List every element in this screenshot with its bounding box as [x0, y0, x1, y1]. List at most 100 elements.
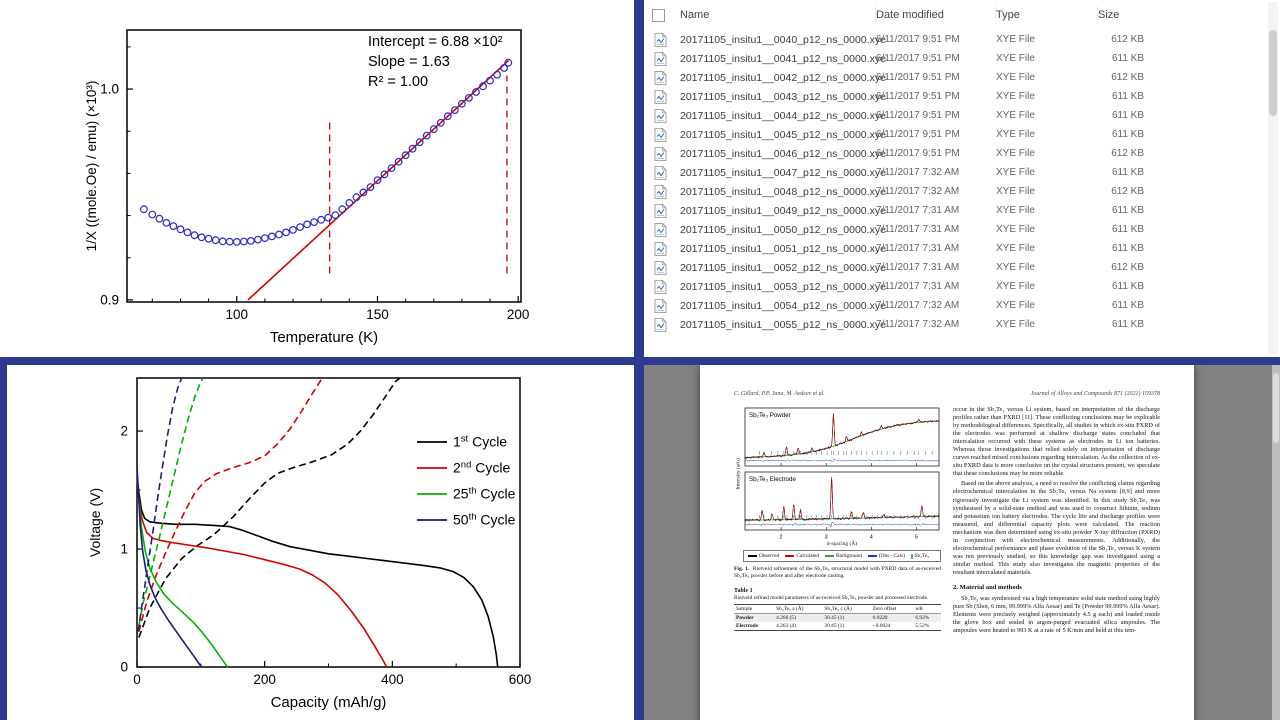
bragg-tick-swatch	[911, 553, 913, 559]
file-row[interactable]: 20171105_insitu1__0042_p12_ns_0000.xye 6…	[644, 68, 1280, 87]
paper-paragraph: occur in the Sb₂Te₃ versus Li system, ba…	[953, 406, 1160, 478]
tl-data-points	[139, 58, 513, 246]
paper-paragraph: Sb₂Te₃ was synthesised via a high temper…	[953, 594, 1160, 635]
file-date-modified: 6/11/2017 9:51 PM	[876, 53, 960, 64]
file-type: XYE File	[996, 148, 1035, 159]
figure-x-axis-label: d-spacing (Å)	[826, 541, 858, 547]
xye-file-icon	[652, 70, 680, 85]
file-name: 20171105_insitu1__0042_p12_ns_0000.xye	[680, 71, 886, 84]
file-row[interactable]: 20171105_insitu1__0050_p12_ns_0000.xye 7…	[644, 220, 1280, 239]
pdf-scrollbar[interactable]	[1272, 365, 1280, 720]
file-type: XYE File	[996, 110, 1035, 121]
column-header-date-modified[interactable]: Date modified	[876, 6, 996, 24]
paper-right-column: occur in the Sb₂Te₃ versus Li system, ba…	[953, 406, 1160, 637]
xye-file-icon	[652, 222, 680, 237]
figure-1: Intensity (arb) Sb₂Te₃ Powder Sb₂Te₃ Ele…	[734, 406, 941, 541]
bl-axes: 0 200 400 600 0 1 2	[120, 377, 531, 687]
file-row[interactable]: 20171105_insitu1__0044_p12_ns_0000.xye 6…	[644, 106, 1280, 125]
file-name: 20171105_insitu1__0050_p12_ns_0000.xye	[680, 223, 886, 236]
file-row[interactable]: 20171105_insitu1__0045_p12_ns_0000.xye 6…	[644, 125, 1280, 144]
file-size: 612 KB	[1111, 34, 1144, 45]
xrd-electrode-panel: Sb₂Te₃ Electrode 2 3 4 5	[744, 471, 940, 541]
pdf-viewer-pane: C. Gillard, P.P. Jana, M. Avdeev et al. …	[644, 365, 1280, 720]
file-date-modified: 6/11/2017 9:51 PM	[876, 148, 960, 159]
file-row[interactable]: 20171105_insitu1__0043_p12_ns_0000.xye 6…	[644, 87, 1280, 106]
pdf-scrollbar-thumb[interactable]	[1273, 373, 1279, 443]
file-row[interactable]: 20171105_insitu1__0041_p12_ns_0000.xye 6…	[644, 49, 1280, 68]
svg-text:200: 200	[507, 307, 530, 322]
file-size: 611 KB	[1111, 91, 1144, 102]
xye-file-icon	[652, 165, 680, 180]
file-list-scrollbar-thumb[interactable]	[1269, 30, 1277, 116]
file-size: 611 KB	[1111, 129, 1144, 140]
svg-text:Sb₂Te₃ Electrode: Sb₂Te₃ Electrode	[749, 476, 796, 483]
svg-text:100: 100	[225, 307, 248, 322]
file-size: 612 KB	[1111, 72, 1144, 83]
file-row[interactable]: 20171105_insitu1__0046_p12_ns_0000.xye 6…	[644, 144, 1280, 163]
xye-file-icon	[652, 127, 680, 142]
xye-file-icon	[652, 32, 680, 47]
file-name: 20171105_insitu1__0046_p12_ns_0000.xye	[680, 147, 886, 160]
file-size: 611 KB	[1111, 205, 1144, 216]
file-row[interactable]: 20171105_insitu1__0048_p12_ns_0000.xye 7…	[644, 182, 1280, 201]
paper-page: C. Gillard, P.P. Jana, M. Avdeev et al. …	[700, 365, 1194, 720]
xye-file-icon	[652, 317, 680, 332]
xye-file-icon	[652, 108, 680, 123]
file-size: 612 KB	[1111, 186, 1144, 197]
table-1-cell: 6.92%	[915, 615, 930, 622]
voltage-capacity-chart: 0 200 400 600 0 1 2 1st Cycle 2nd Cycle 25th Cycl…	[87, 377, 531, 711]
column-header-name[interactable]: Name	[680, 6, 876, 24]
voltage-capacity-chart-window: 0 200 400 600 0 1 2 1st Cycle 2nd Cycle 25th Cycl…	[7, 365, 634, 720]
file-name: 20171105_insitu1__0053_p12_ns_0000.xye	[680, 280, 886, 293]
figure-legend-item: (Obs - Calc)	[867, 553, 905, 559]
svg-text:3: 3	[825, 535, 828, 541]
file-type: XYE File	[996, 300, 1035, 311]
svg-text:200: 200	[253, 672, 276, 687]
file-row[interactable]: 20171105_insitu1__0051_p12_ns_0000.xye 7…	[644, 239, 1280, 258]
svg-text:25th Cycle: 25th Cycle	[453, 486, 516, 502]
file-row[interactable]: 20171105_insitu1__0052_p12_ns_0000.xye 7…	[644, 258, 1280, 277]
line-swatch	[748, 555, 757, 557]
file-name: 20171105_insitu1__0040_p12_ns_0000.xye	[680, 33, 886, 46]
paper-authors: C. Gillard, P.P. Jana, M. Avdeev et al.	[734, 391, 825, 397]
file-row[interactable]: 20171105_insitu1__0047_p12_ns_0000.xye 7…	[644, 163, 1280, 182]
figure-legend: Observed Calculated Background (Obs - Calc)…	[743, 550, 941, 562]
table-1-cell: Powder	[736, 615, 754, 622]
paper-journal-ref: Journal of Alloys and Compounds 871 (202…	[1030, 391, 1160, 397]
tl-annotations: Intercept = 6.88 ×10² Slope = 1.63 R² = 1.…	[368, 34, 503, 90]
file-date-modified: 7/11/2017 7:31 AM	[876, 281, 960, 292]
svg-text:Voltage (V): Voltage (V)	[87, 488, 103, 557]
line-swatch	[785, 555, 795, 557]
file-date-modified: 6/11/2017 9:51 PM	[876, 34, 960, 45]
file-row[interactable]: 20171105_insitu1__0053_p12_ns_0000.xye 7…	[644, 277, 1280, 296]
xye-file-icon	[652, 241, 680, 256]
file-list-scrollbar[interactable]	[1268, 2, 1278, 354]
file-row[interactable]: 20171105_insitu1__0055_p12_ns_0000.xye 7…	[644, 315, 1280, 334]
table-1-column-header: Sample	[734, 604, 775, 615]
line-swatch	[867, 555, 877, 557]
file-name: 20171105_insitu1__0045_p12_ns_0000.xye	[680, 128, 886, 141]
file-row[interactable]: 20171105_insitu1__0054_p12_ns_0000.xye 7…	[644, 296, 1280, 315]
paper-left-column: Intensity (arb) Sb₂Te₃ Powder Sb₂Te₃ Ele…	[734, 406, 941, 637]
file-type: XYE File	[996, 205, 1035, 216]
select-all-checkbox[interactable]	[652, 8, 665, 22]
file-row[interactable]: 20171105_insitu1__0049_p12_ns_0000.xye 7…	[644, 201, 1280, 220]
column-header-size[interactable]: Size	[1098, 9, 1120, 21]
file-date-modified: 6/11/2017 9:51 PM	[876, 72, 960, 83]
column-header-type[interactable]: Type	[996, 6, 1098, 24]
table-1-cell: −0.0024	[870, 622, 914, 632]
svg-text:2: 2	[780, 535, 783, 541]
file-size: 611 KB	[1111, 300, 1144, 311]
table-1-column-header: Sb₂Te₃ a (Å)	[774, 604, 823, 615]
horizontal-divider	[0, 357, 1280, 365]
file-date-modified: 7/11/2017 7:31 AM	[876, 243, 960, 254]
svg-text:Slope = 1.63: Slope = 1.63	[368, 54, 450, 70]
file-size: 611 KB	[1111, 167, 1144, 178]
file-row[interactable]: 20171105_insitu1__0040_p12_ns_0000.xye 6…	[644, 30, 1280, 49]
file-type: XYE File	[996, 91, 1035, 102]
file-type: XYE File	[996, 262, 1035, 273]
xye-file-icon	[652, 51, 680, 66]
figure-y-axis-label: Intensity (arb)	[735, 457, 742, 490]
file-name: 20171105_insitu1__0041_p12_ns_0000.xye	[680, 52, 886, 65]
